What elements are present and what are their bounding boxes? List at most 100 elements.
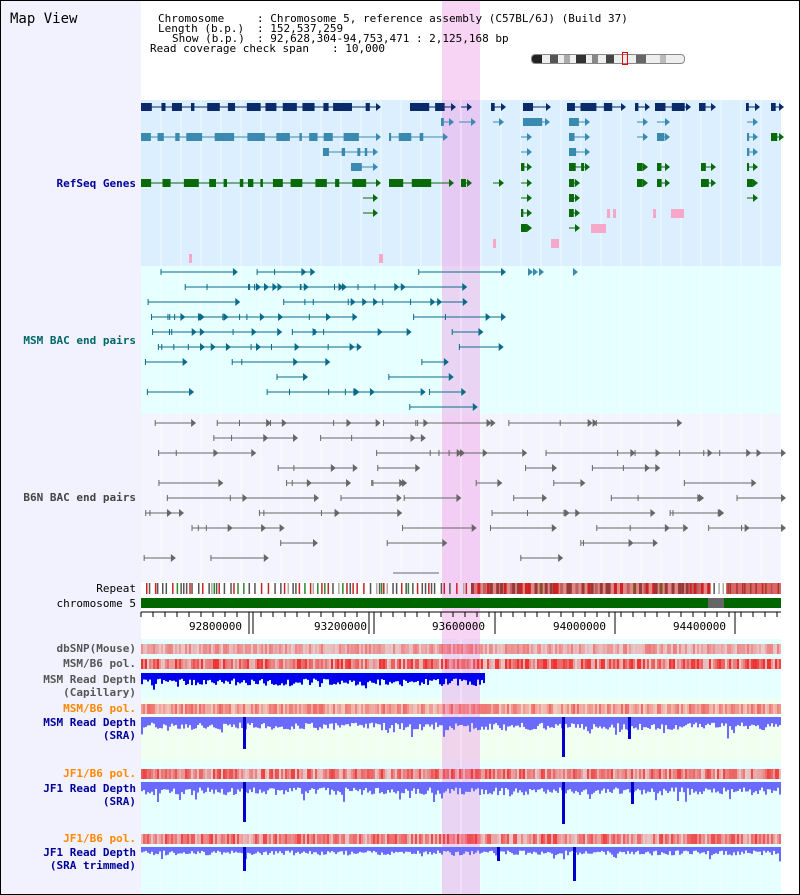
chromosome-ideogram[interactable] (531, 54, 685, 64)
read-depth-bar (603, 847, 605, 852)
polymorphism-cell (719, 704, 721, 714)
read-depth-bar (557, 847, 559, 855)
gene-strand-arrow (665, 118, 670, 126)
polymorphism-cell (201, 704, 203, 714)
gene-strand-arrow (501, 103, 506, 111)
polymorphism-cell (739, 704, 741, 714)
read-depth-bar (269, 717, 271, 727)
polymorphism-cell (721, 659, 723, 669)
polymorphism-cell (381, 834, 383, 844)
read-depth-bar (645, 782, 647, 794)
repeat-element (412, 583, 414, 594)
polymorphism-cell (477, 834, 479, 844)
read-depth-bar (705, 717, 707, 726)
read-depth-bar (517, 717, 519, 726)
read-depth-bar (201, 717, 203, 726)
read-depth-bar (321, 717, 323, 729)
read-depth-bar (741, 847, 743, 852)
read-depth-bar (517, 847, 519, 855)
read-depth-bar (481, 673, 483, 681)
read-depth-bar (575, 782, 577, 791)
polymorphism-cell (713, 834, 715, 844)
polymorphism-cell (325, 834, 327, 844)
polymorphism-cell (555, 769, 557, 779)
polymorphism-cell (321, 704, 323, 714)
bac-end-arrow (655, 464, 661, 472)
read-depth-bar (657, 847, 659, 856)
polymorphism-cell (255, 834, 257, 844)
read-depth-bar (471, 717, 473, 723)
polymorphism-cell (475, 644, 477, 654)
polymorphism-cell (777, 834, 779, 844)
read-depth-bar (437, 847, 439, 851)
polymorphism-cell (511, 834, 513, 844)
polymorphism-cell (431, 769, 433, 779)
polymorphism-cell (449, 834, 451, 844)
ideogram-position-marker[interactable] (622, 52, 628, 65)
read-depth-bar (345, 847, 347, 851)
read-depth-bar (605, 782, 607, 793)
polymorphism-cell (545, 659, 547, 669)
bac-end-arrow (402, 479, 408, 487)
read-depth-bar (329, 782, 331, 795)
read-depth-bar (429, 782, 431, 788)
polymorphism-cell (571, 644, 573, 654)
polymorphism-cell (737, 834, 739, 844)
read-depth-bar (495, 847, 497, 856)
gene-strand-arrow (753, 179, 758, 187)
read-depth-bar (281, 847, 283, 854)
polymorphism-cell (377, 644, 379, 654)
polymorphism-cell (767, 704, 769, 714)
polymorphism-cell (271, 834, 273, 844)
polymorphism-cell (343, 769, 345, 779)
polymorphism-cell (295, 704, 297, 714)
polymorphism-cell (377, 769, 379, 779)
polymorphism-cell (503, 659, 505, 669)
polymorphism-cell (615, 644, 617, 654)
bac-end-arrow (558, 554, 564, 562)
read-depth-bar (583, 847, 585, 854)
polymorphism-cell (489, 659, 491, 669)
read-depth-bar (281, 673, 283, 684)
bac-end-arrow (471, 524, 477, 532)
read-depth-bar (699, 782, 701, 792)
read-depth-bar (441, 717, 443, 726)
read-depth-bar (291, 782, 293, 792)
polymorphism-cell (665, 644, 667, 654)
polymorphism-cell (549, 769, 551, 779)
read-depth-bar (489, 717, 491, 724)
polymorphism-cell (351, 644, 353, 654)
polymorphism-cell (159, 769, 161, 779)
read-depth-bar (581, 782, 583, 792)
polymorphism-cell (675, 834, 677, 844)
read-depth-spike (631, 782, 634, 804)
polymorphism-cell (779, 769, 781, 779)
read-depth-bar (461, 717, 463, 725)
polymorphism-cell (773, 644, 775, 654)
polymorphism-cell (493, 644, 495, 654)
label-msm-depth-sra: MSM Read Depth (43, 716, 136, 729)
polymorphism-cell (259, 769, 261, 779)
read-depth-bar (673, 717, 675, 729)
read-depth-bar (195, 673, 197, 686)
polymorphism-cell (357, 769, 359, 779)
read-depth-bar (671, 782, 673, 788)
polymorphism-cell (529, 704, 531, 714)
polymorphism-cell (757, 834, 759, 844)
polymorphism-cell (189, 704, 191, 714)
polymorphism-cell (495, 834, 497, 844)
read-depth-bar (233, 847, 235, 853)
polymorphism-cell (393, 769, 395, 779)
polymorphism-cell (683, 769, 685, 779)
read-depth-bar (185, 717, 187, 725)
polymorphism-cell (333, 769, 335, 779)
bac-end-arrow (256, 343, 262, 351)
polymorphism-cell (171, 704, 173, 714)
read-depth-bar (353, 847, 355, 854)
polymorphism-cell (563, 834, 565, 844)
polymorphism-cell (503, 644, 505, 654)
read-depth-bar (727, 847, 729, 855)
read-depth-bar (265, 717, 267, 729)
polymorphism-cell (415, 644, 417, 654)
